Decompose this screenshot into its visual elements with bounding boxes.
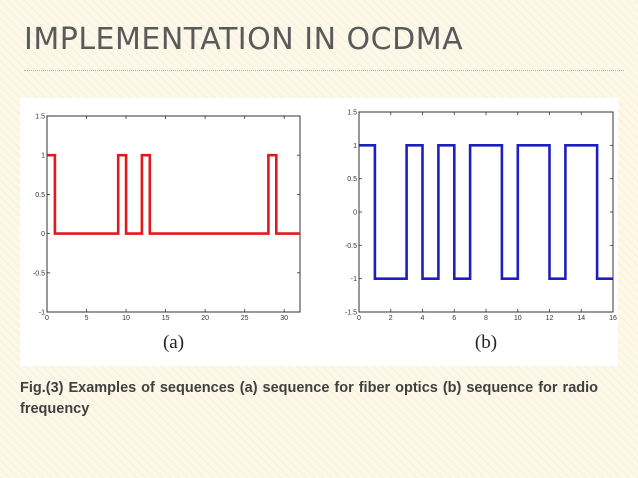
chart-b-ytick-label: 1.5	[347, 110, 357, 117]
chart-b-ytick-label: 0	[353, 210, 357, 217]
figure-panel: 1.5 1 0.5 0 -0.5 -1 0 5 10 15 20 25 30 (a) 1.5 1 0.5 0 -0…	[20, 98, 618, 366]
chart-a-ytick-label: -0.5	[33, 270, 45, 277]
chart-a-xtick-label: 30	[280, 315, 288, 322]
chart-a-series-line	[47, 153, 300, 235]
chart-a-xtick-label: 20	[201, 315, 209, 322]
chart-a-xtick-label: 15	[162, 315, 170, 322]
chart-a-ytick-label: 0.5	[35, 192, 45, 199]
chart-a-ytick-label: 1.5	[35, 114, 45, 121]
chart-b-svg: 1.510.50-0.5-1-1.50 2 4 6 8 10 12 14 16(b)	[345, 110, 617, 354]
chart-a-svg: 1.510.50-0.5-10 5 10 15 20 25 30(a)	[33, 114, 301, 353]
title-divider	[24, 70, 624, 71]
chart-a-ytick-label: -1	[39, 310, 45, 317]
chart-a-xtick-label: 5	[85, 315, 89, 322]
chart-a-xtick-label: 10	[122, 315, 130, 322]
chart-a-ytick-label: 0	[41, 231, 45, 238]
chart-b-xtick-label: 14	[577, 315, 585, 322]
slide-title: IMPLEMENTATION IN OCDMA	[24, 22, 464, 57]
chart-b-panel-label: (b)	[475, 332, 497, 353]
chart-b-xtick-label: 8	[484, 315, 488, 322]
chart-b-ytick-label: 0.5	[347, 176, 357, 183]
chart-a-axes-frame	[46, 115, 301, 313]
chart-b-xtick-label: 16	[609, 315, 617, 322]
figure-caption: Fig.(3) Examples of sequences (a) sequen…	[20, 380, 598, 417]
chart-a: 1.5 1 0.5 0 -0.5 -1 0 5 10 15 20 25 30 (a)	[20, 98, 320, 366]
chart-b-series-line	[359, 143, 613, 280]
chart-b-xtick-label: 10	[514, 315, 522, 322]
chart-b-axes-frame	[358, 111, 614, 313]
chart-b-ytick-label: -1	[351, 276, 357, 283]
chart-b-ytick-label: -0.5	[345, 243, 357, 250]
chart-b-xtick-label: 6	[452, 315, 456, 322]
chart-b-ytick-label: 1	[353, 143, 357, 150]
chart-b-xtick-label: 0	[357, 315, 361, 322]
chart-a-xtick-label: 25	[241, 315, 249, 322]
chart-b-xtick-label: 12	[546, 315, 554, 322]
chart-b-ytick-label: -1.5	[345, 310, 357, 317]
chart-b: 1.5 1 0.5 0 -0.5 -1 -1.5 0 2 4 6 8 10 12 14 16 (b)	[325, 98, 618, 366]
chart-a-xtick-label: 0	[45, 315, 49, 322]
chart-b-xtick-label: 2	[389, 315, 393, 322]
chart-a-ytick-label: 1	[41, 153, 45, 160]
chart-a-panel-label: (a)	[163, 332, 184, 353]
chart-b-xtick-label: 4	[421, 315, 425, 322]
